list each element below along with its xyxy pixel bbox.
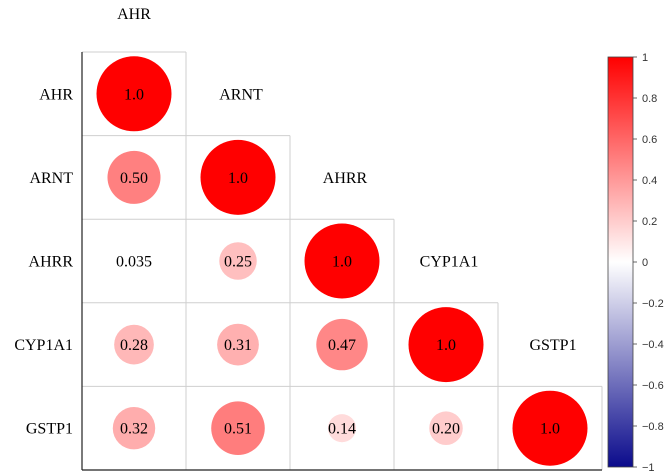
correlation-circle (327, 414, 357, 443)
correlation-value: 1.0 (540, 421, 560, 438)
correlation-value: 0.50 (120, 170, 148, 187)
colorbar-tick-label: −1 (642, 462, 655, 474)
row-label: GSTP1 (26, 421, 73, 438)
correlation-circle (217, 323, 259, 366)
correlation-value: 0.20 (432, 421, 460, 438)
correlation-circle (112, 406, 156, 450)
column-labels: AHR ARNT AHRR CYP1A1 GSTP1 (117, 6, 576, 354)
correlation-value: 0.25 (224, 254, 252, 271)
colorbar-tick-label: 0.6 (642, 134, 657, 146)
correlation-value: 0.035 (116, 254, 152, 271)
correlation-circle (408, 307, 484, 383)
correlation-value: 0.51 (224, 421, 252, 438)
colorbar-tick-label: 1 (642, 52, 648, 64)
correlation-circle (200, 139, 276, 215)
colorbar-tick-label: 0 (642, 257, 648, 269)
correlation-circle (96, 56, 172, 132)
colorbar-tick-label: −0.8 (642, 421, 664, 433)
axes (81, 52, 602, 471)
correlation-value: 0.32 (120, 421, 148, 438)
correlation-value: 1.0 (436, 337, 456, 354)
correlation-circle (211, 401, 265, 455)
correlation-circle (512, 390, 588, 466)
column-label: GSTP1 (529, 337, 576, 354)
cell-values: 1.0 0.50 1.0 0.035 0.25 1.0 0.28 0.31 0.47 1.0 0.3… (116, 86, 560, 437)
correlation-circle (429, 411, 463, 445)
correlation-value: 0.14 (328, 421, 356, 438)
correlation-circle (114, 324, 154, 365)
colorbar-tick-label: 0.8 (642, 93, 657, 105)
matrix-grid (82, 51, 603, 470)
colorbar-tick-label: −0.2 (642, 298, 664, 310)
colorbar: 1 0.8 0.6 0.4 0.2 0 −0.2 −0.4 −0.6 −0.8 −1 (607, 52, 664, 474)
column-label: ARNT (219, 86, 263, 103)
row-label: ARNT (29, 170, 73, 187)
row-label: CYP1A1 (14, 337, 73, 354)
colorbar-gradient (607, 56, 634, 468)
correlation-value: 1.0 (332, 254, 352, 271)
correlation-circles (96, 56, 588, 466)
row-labels: AHR ARNT AHRR CYP1A1 GSTP1 (14, 86, 73, 437)
colorbar-tick-label: −0.6 (642, 380, 664, 392)
row-label: AHR (39, 86, 73, 103)
correlation-value: 0.28 (120, 337, 148, 354)
column-label: CYP1A1 (420, 254, 479, 271)
colorbar-tick-label: 0.4 (642, 175, 657, 187)
correlation-circle (316, 318, 368, 371)
column-label: AHR (117, 6, 151, 23)
correlation-circle (107, 150, 161, 204)
row-label: AHRR (29, 254, 74, 271)
correlation-circle (219, 242, 257, 280)
colorbar-tick-label: 0.2 (642, 216, 657, 228)
column-label: AHRR (323, 170, 368, 187)
correlation-value: 1.0 (124, 86, 144, 103)
correlation-value: 0.47 (328, 337, 356, 354)
colorbar-tick-label: −0.4 (642, 339, 664, 351)
correlation-circle (304, 223, 380, 299)
correlation-value: 0.31 (224, 337, 252, 354)
correlation-value: 1.0 (228, 170, 248, 187)
